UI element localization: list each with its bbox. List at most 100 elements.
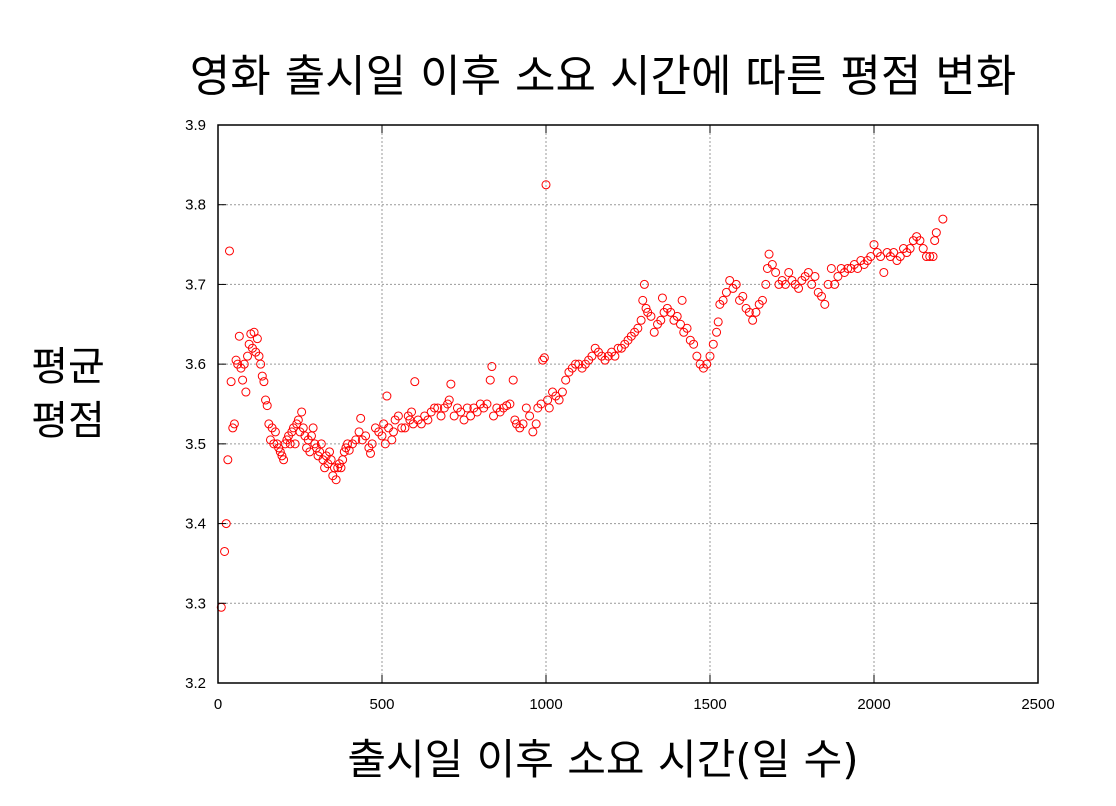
data-point	[305, 447, 315, 457]
data-point	[895, 252, 905, 262]
data-point	[889, 248, 899, 258]
data-point	[536, 399, 546, 409]
data-point	[277, 451, 287, 461]
data-point	[817, 291, 827, 301]
data-point	[708, 339, 718, 349]
data-point	[544, 403, 554, 413]
data-point	[767, 260, 777, 269]
y-tick-label: 3.9	[185, 117, 206, 134]
data-point	[234, 331, 244, 341]
data-point	[675, 319, 685, 329]
data-point	[826, 263, 836, 273]
data-point	[229, 419, 239, 429]
data-point	[261, 395, 271, 405]
data-point	[672, 311, 682, 321]
data-point	[557, 387, 567, 397]
x-tick-label: 2500	[1021, 696, 1054, 713]
plot-frame	[217, 124, 1039, 684]
axis-ticks: 0 500 1000 1500 2000 2500 3.2 3.3 3.4 3.5 3.6 3.7 3.…	[185, 117, 1055, 713]
data-point	[293, 415, 303, 425]
data-point	[279, 455, 289, 465]
data-point	[354, 427, 364, 437]
data-point	[810, 271, 820, 281]
data-point	[510, 415, 520, 425]
data-point	[339, 447, 349, 457]
data-point	[712, 327, 722, 337]
data-point	[487, 362, 497, 372]
data-point	[925, 252, 935, 262]
y-tick-label: 3.2	[185, 675, 206, 692]
data-point	[666, 307, 676, 317]
data-point	[290, 439, 300, 449]
data-point	[869, 240, 879, 250]
data-point	[771, 267, 781, 277]
data-point	[270, 427, 280, 437]
data-point	[231, 355, 241, 365]
data-point	[784, 267, 794, 277]
data-point	[223, 455, 233, 465]
data-point	[456, 407, 466, 417]
data-point	[416, 419, 426, 429]
data-point	[751, 307, 761, 317]
data-point	[252, 334, 262, 344]
data-point	[713, 317, 723, 327]
data-point	[308, 423, 318, 433]
data-point	[388, 427, 398, 437]
x-axis-label: 출시일 이후 소요 시간(일 수)	[347, 735, 859, 784]
data-point	[505, 399, 515, 409]
data-point	[656, 315, 666, 325]
y-tick-label: 3.4	[185, 516, 206, 533]
data-point	[326, 455, 336, 465]
data-point	[228, 423, 238, 433]
data-points	[216, 180, 948, 612]
data-point	[257, 371, 267, 381]
data-point	[930, 236, 940, 246]
data-point	[297, 407, 307, 417]
data-point	[938, 214, 948, 224]
x-tick-label: 500	[369, 696, 394, 713]
data-point	[226, 377, 236, 387]
data-point	[466, 411, 476, 421]
data-point	[610, 351, 620, 361]
data-point	[931, 228, 941, 238]
x-tick-label: 0	[214, 696, 222, 713]
data-point	[587, 351, 597, 361]
data-point	[762, 263, 772, 273]
data-point	[446, 379, 456, 389]
y-tick-label: 3.6	[185, 356, 206, 373]
data-point	[407, 407, 417, 417]
data-point	[807, 279, 817, 289]
data-point	[820, 299, 830, 309]
data-point	[331, 475, 341, 485]
data-point	[525, 411, 535, 421]
data-point	[748, 315, 758, 325]
data-point	[241, 387, 251, 397]
data-point	[382, 391, 392, 401]
data-point	[538, 355, 548, 365]
data-point	[853, 263, 863, 273]
data-point	[905, 244, 915, 254]
data-point	[356, 413, 366, 423]
data-point	[380, 439, 390, 449]
y-tick-label: 3.3	[185, 595, 206, 612]
data-point	[310, 439, 320, 449]
data-point	[239, 359, 249, 369]
data-point	[377, 431, 387, 441]
data-point	[256, 359, 266, 369]
data-point	[531, 419, 541, 429]
data-point	[866, 252, 876, 262]
data-point	[443, 399, 453, 409]
data-point	[351, 435, 361, 445]
data-point	[539, 353, 549, 363]
data-point	[343, 439, 353, 449]
data-point	[731, 279, 741, 289]
data-point	[436, 411, 446, 421]
data-point	[472, 407, 482, 417]
data-point	[692, 351, 702, 361]
y-axis-label-line-2: 평점	[31, 398, 105, 444]
data-point	[400, 423, 410, 433]
data-point	[843, 263, 853, 273]
data-point	[803, 267, 813, 277]
data-point	[721, 287, 731, 297]
